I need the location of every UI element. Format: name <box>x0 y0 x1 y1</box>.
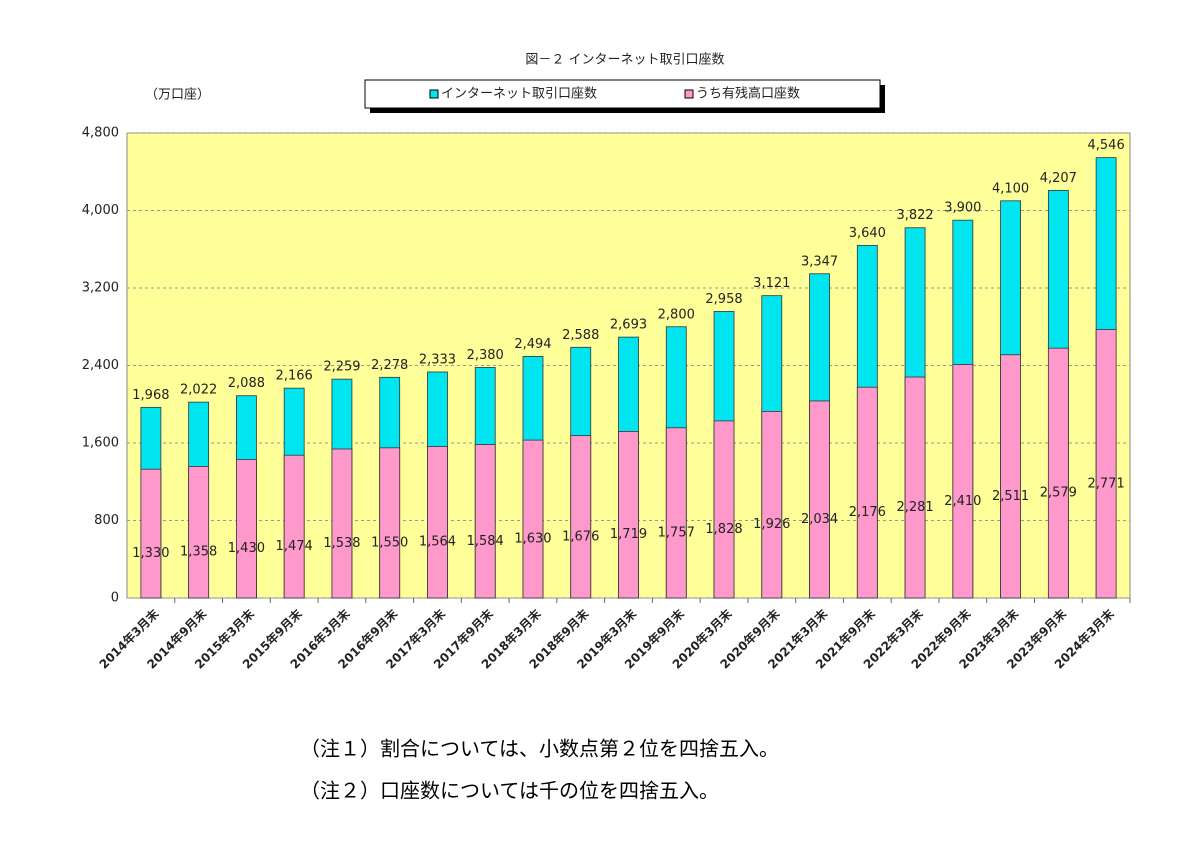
y-tick-label: 3,200 <box>82 281 119 296</box>
value-label: 2,166 <box>276 369 313 384</box>
bar <box>188 466 210 599</box>
value-label: 2,022 <box>180 383 217 398</box>
value-label: 1,550 <box>371 535 408 550</box>
value-label: 2,958 <box>705 292 742 307</box>
value-label: 1,430 <box>228 541 265 556</box>
y-tick-label: 800 <box>94 513 119 528</box>
value-label: 3,900 <box>944 201 981 216</box>
legend-swatch <box>684 89 694 99</box>
bar <box>618 431 639 599</box>
value-label: 1,719 <box>610 527 647 542</box>
value-label: 2,693 <box>610 318 647 333</box>
value-label: 1,330 <box>132 546 169 561</box>
bar <box>140 468 162 599</box>
bar <box>1047 347 1069 599</box>
value-label: 3,121 <box>753 276 790 291</box>
value-label: 2,380 <box>467 348 504 363</box>
value-label: 3,822 <box>896 208 933 223</box>
value-label: 1,584 <box>467 534 504 549</box>
note: （注１）割合については、小数点第２位を四捨五入。 <box>300 737 779 761</box>
chart-title: 図－２ インターネット取引口座数 <box>525 53 724 68</box>
bar <box>379 447 401 599</box>
bar <box>474 444 496 599</box>
value-label: 2,176 <box>849 505 886 520</box>
value-label: 2,494 <box>514 337 551 352</box>
value-label: 2,579 <box>1040 486 1077 501</box>
value-label: 3,347 <box>801 254 838 269</box>
value-label: 1,676 <box>562 529 599 544</box>
bar <box>427 446 448 599</box>
bar <box>809 400 830 599</box>
value-label: 2,511 <box>992 489 1029 504</box>
bar <box>952 364 974 599</box>
value-label: 3,640 <box>849 226 886 241</box>
value-label: 1,630 <box>514 532 551 547</box>
value-label: 2,034 <box>801 512 838 527</box>
y-tick-label: 4,800 <box>82 126 119 141</box>
bar <box>904 376 926 599</box>
y-tick-label: 1,600 <box>82 436 119 451</box>
bar <box>713 420 735 599</box>
y-axis-label: （万口座） <box>145 88 210 103</box>
value-label: 1,757 <box>658 525 695 540</box>
value-label: 2,088 <box>228 376 265 391</box>
bar <box>856 386 878 599</box>
bar <box>761 411 783 599</box>
legend-label: うち有残高口座数 <box>696 86 800 102</box>
value-label: 4,207 <box>1040 171 1077 186</box>
value-label: 2,771 <box>1088 476 1125 491</box>
value-label: 2,278 <box>371 358 408 373</box>
value-label: 1,926 <box>753 517 790 532</box>
value-label: 1,564 <box>419 535 456 550</box>
bar <box>283 454 305 599</box>
bar <box>665 427 687 599</box>
value-label: 1,538 <box>323 536 360 551</box>
value-label: 1,968 <box>132 388 169 403</box>
bar <box>522 439 544 599</box>
bar <box>236 459 257 599</box>
value-label: 1,358 <box>180 545 217 560</box>
legend-swatch <box>429 89 439 99</box>
bar <box>1000 354 1021 599</box>
value-label: 2,800 <box>658 307 695 322</box>
legend-label: インターネット取引口座数 <box>441 87 597 102</box>
note: （注２）口座数については千の位を四捨五入。 <box>300 779 719 803</box>
value-label: 2,259 <box>323 360 360 375</box>
value-label: 4,100 <box>992 181 1029 196</box>
value-label: 2,281 <box>896 500 933 515</box>
value-label: 2,333 <box>419 352 456 367</box>
y-tick-label: 2,400 <box>82 358 119 373</box>
bar <box>1095 329 1117 599</box>
legend <box>364 79 881 109</box>
value-label: 1,828 <box>705 522 742 537</box>
value-label: 4,546 <box>1088 138 1125 153</box>
bar <box>570 435 592 599</box>
value-label: 1,474 <box>276 539 313 554</box>
y-tick-label: 0 <box>111 591 119 606</box>
value-label: 2,588 <box>562 328 599 343</box>
y-tick-label: 4,000 <box>82 203 119 218</box>
bar <box>331 448 353 599</box>
value-label: 2,410 <box>944 494 981 509</box>
